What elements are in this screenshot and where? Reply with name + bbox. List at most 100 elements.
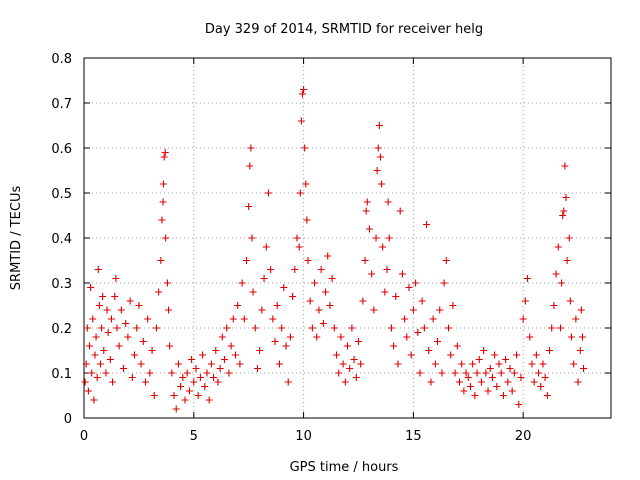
data-point	[550, 302, 558, 309]
data-point	[390, 342, 398, 350]
data-point	[262, 243, 270, 251]
data-point	[293, 234, 301, 242]
data-point	[248, 234, 256, 242]
data-point	[223, 324, 231, 332]
data-point	[315, 306, 323, 314]
data-point	[126, 297, 134, 305]
data-point	[526, 333, 534, 341]
data-point	[157, 257, 165, 264]
data-point	[295, 243, 303, 251]
data-point	[179, 374, 187, 381]
data-point	[163, 279, 171, 287]
data-point	[552, 270, 560, 278]
data-point	[256, 347, 264, 354]
data-point	[565, 234, 573, 242]
data-point	[563, 257, 571, 264]
data-point	[102, 369, 110, 377]
data-point	[561, 162, 569, 170]
data-point	[416, 369, 424, 377]
data-point	[510, 369, 518, 377]
data-point	[302, 180, 310, 188]
x-tick-label: 0	[80, 429, 88, 444]
data-point	[225, 369, 233, 377]
data-point	[203, 369, 211, 377]
data-point	[578, 333, 586, 341]
data-point	[82, 360, 90, 368]
data-point	[159, 198, 167, 206]
data-point	[298, 90, 306, 98]
y-tick-label: 0.6	[51, 142, 72, 157]
y-tick-label: 0.2	[51, 322, 72, 337]
data-point	[418, 297, 426, 305]
data-point	[330, 324, 338, 332]
data-point	[170, 392, 178, 399]
data-point	[185, 387, 193, 395]
x-tick-label: 10	[295, 429, 312, 444]
data-point	[218, 333, 226, 341]
data-point	[537, 383, 545, 390]
data-point	[160, 153, 168, 161]
data-point	[521, 297, 529, 305]
data-point	[115, 342, 123, 350]
data-point	[227, 342, 235, 350]
data-point	[240, 315, 248, 323]
data-point	[192, 365, 200, 372]
data-point	[111, 293, 119, 300]
data-point	[493, 383, 501, 390]
data-point	[394, 360, 402, 368]
data-point	[98, 324, 106, 332]
data-point	[286, 333, 294, 341]
data-point	[300, 86, 308, 93]
data-point	[141, 378, 149, 386]
data-point	[405, 284, 413, 291]
data-point	[387, 324, 395, 332]
data-point	[122, 320, 130, 327]
data-point	[445, 324, 453, 332]
data-point	[174, 360, 182, 368]
data-point	[471, 392, 479, 399]
data-point	[232, 351, 240, 359]
data-point	[497, 369, 505, 377]
data-point	[90, 396, 98, 404]
data-point	[469, 360, 477, 368]
data-point	[216, 365, 224, 372]
data-point	[438, 369, 446, 377]
data-point	[275, 360, 283, 368]
data-point	[328, 275, 336, 282]
data-point	[168, 369, 176, 377]
data-point	[517, 374, 525, 381]
data-point	[109, 378, 117, 386]
data-point	[289, 293, 297, 300]
data-point	[150, 392, 158, 399]
data-point	[166, 342, 174, 350]
data-point	[92, 333, 100, 341]
data-point	[451, 369, 459, 377]
data-point	[562, 194, 570, 201]
data-point	[558, 279, 566, 287]
data-point	[427, 378, 435, 386]
data-point	[229, 315, 237, 323]
data-point	[346, 365, 354, 372]
data-point	[89, 315, 97, 323]
data-point	[375, 122, 383, 129]
data-point	[453, 342, 461, 350]
x-tick-label: 15	[405, 429, 422, 444]
data-point	[554, 243, 562, 251]
data-point	[236, 360, 244, 368]
data-point	[499, 392, 507, 399]
data-point	[398, 270, 406, 278]
data-point	[135, 302, 143, 309]
data-point	[381, 288, 389, 296]
data-point	[104, 329, 112, 336]
data-point	[506, 365, 514, 372]
x-tick-label: 5	[190, 429, 198, 444]
data-point	[462, 369, 470, 377]
data-point	[414, 329, 422, 336]
data-point	[458, 360, 466, 368]
data-point	[409, 306, 417, 314]
data-point	[477, 378, 485, 386]
data-point	[466, 383, 474, 390]
data-point	[484, 387, 492, 395]
data-point	[183, 369, 191, 377]
data-point	[112, 275, 120, 282]
